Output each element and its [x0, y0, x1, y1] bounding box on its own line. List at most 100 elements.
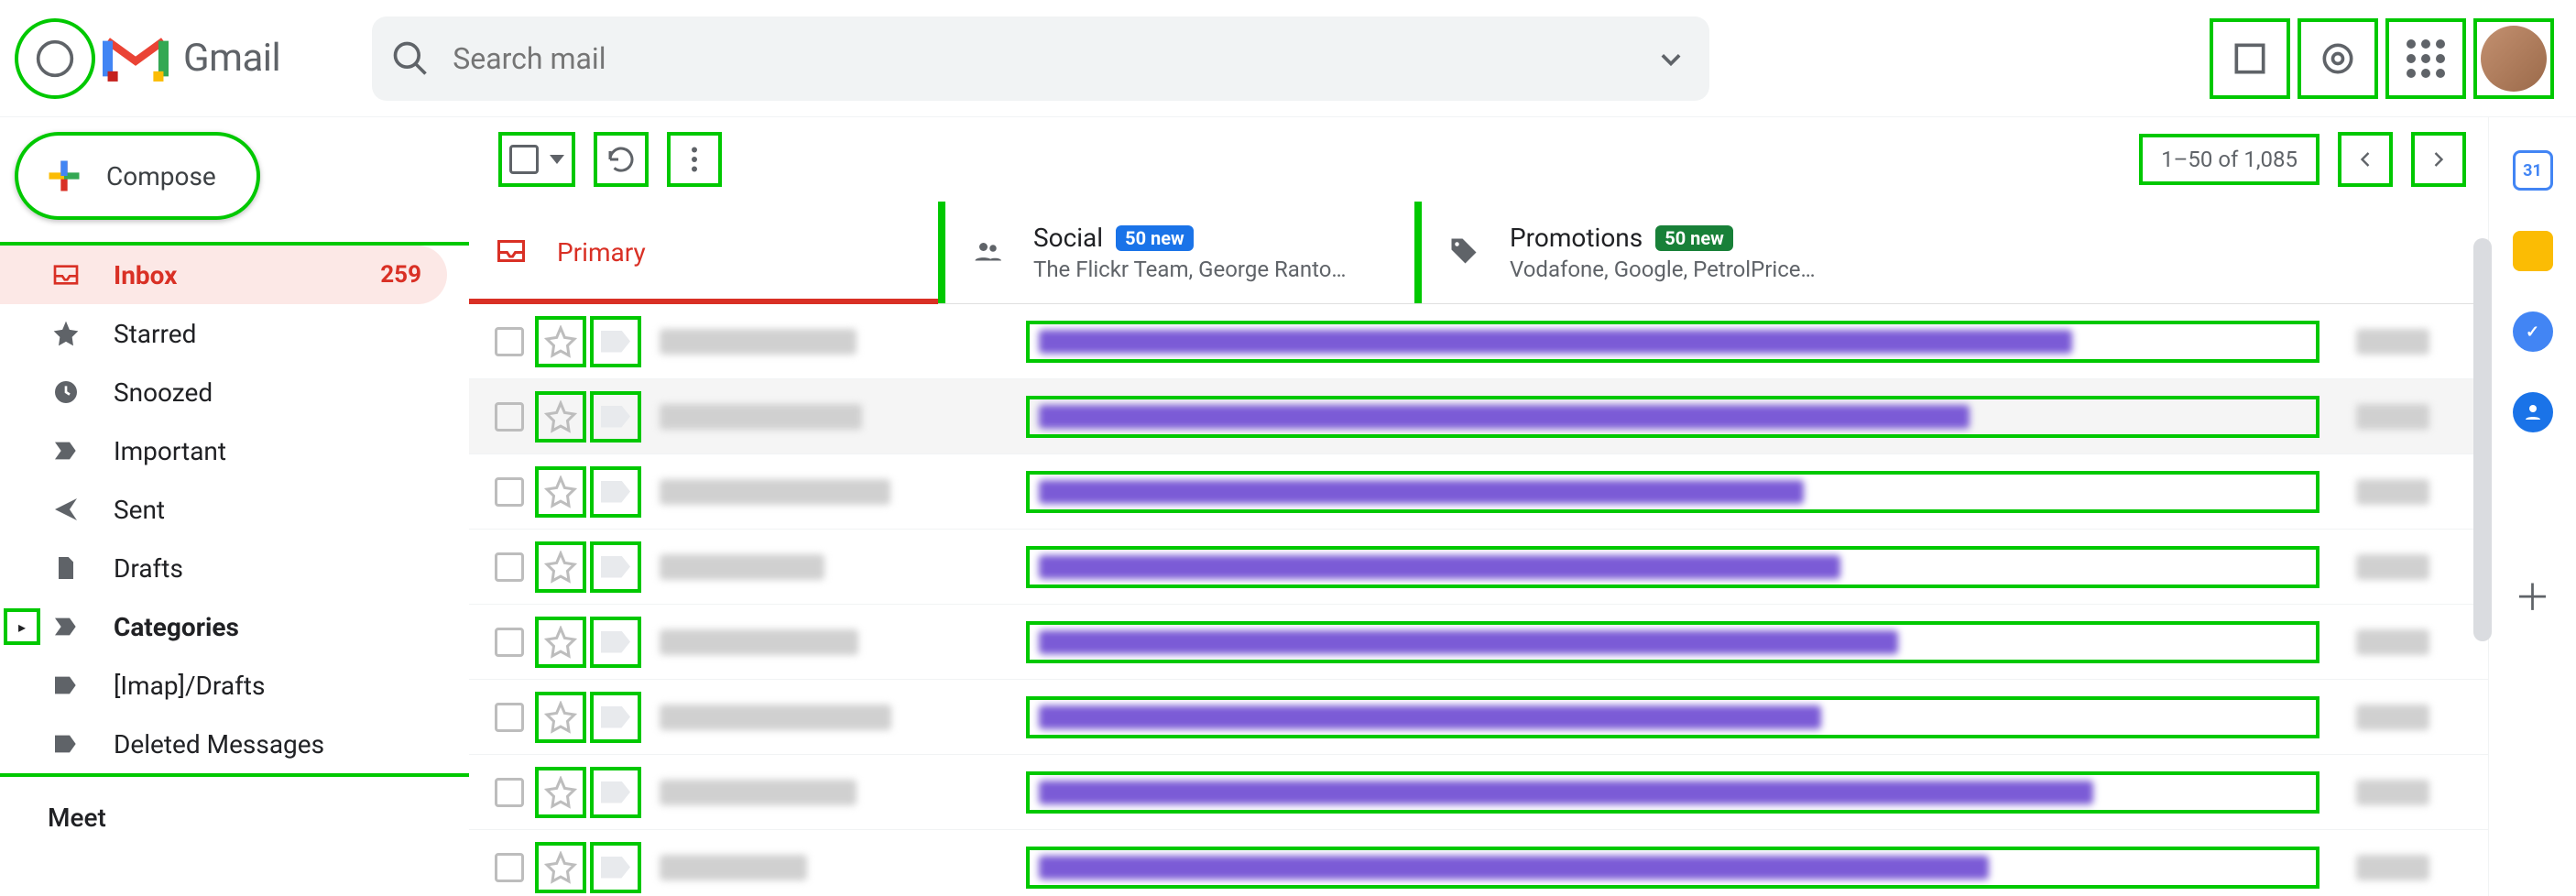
- search-bar[interactable]: [372, 16, 1709, 101]
- row-star-button[interactable]: [535, 466, 586, 518]
- tab-subtitle: Vodafone, Google, PetrolPrice…: [1510, 257, 1816, 282]
- sidebar-item-label: Inbox: [114, 260, 177, 290]
- sidebar-item-snoozed[interactable]: Snoozed: [0, 363, 447, 421]
- select-all-button[interactable]: [498, 132, 575, 187]
- row-importance-button[interactable]: [590, 316, 641, 367]
- categories-expand-icon[interactable]: ▸: [4, 608, 40, 645]
- importance-marker-icon: [601, 781, 630, 803]
- row-checkbox[interactable]: [487, 327, 531, 356]
- tab-social[interactable]: Social50 newThe Flickr Team, George Rant…: [945, 202, 1422, 303]
- refresh-button[interactable]: [594, 132, 649, 187]
- row-importance-button[interactable]: [590, 617, 641, 668]
- row-sender: [660, 629, 989, 655]
- tab-promotions[interactable]: Promotions50 newVodafone, Google, Petrol…: [1422, 202, 2488, 303]
- row-subject: [1026, 396, 2319, 438]
- row-star-button[interactable]: [535, 692, 586, 743]
- row-sender: [660, 404, 989, 430]
- row-date: [2356, 855, 2466, 880]
- row-date: [2356, 479, 2466, 505]
- importance-marker-icon: [601, 706, 630, 728]
- select-all-caret-icon[interactable]: [550, 155, 564, 164]
- mail-row[interactable]: [469, 755, 2488, 830]
- row-subject: [1026, 847, 2319, 889]
- account-button[interactable]: [2473, 18, 2554, 99]
- scrollbar[interactable]: [2473, 238, 2492, 641]
- tab-badge: 50 new: [1655, 225, 1733, 251]
- tag-icon: [1447, 235, 1484, 271]
- add-app-button[interactable]: ＋: [2515, 568, 2551, 621]
- row-importance-button[interactable]: [590, 767, 641, 818]
- sidebar-item-label: Categories: [114, 612, 239, 642]
- people-icon: [971, 235, 1008, 271]
- row-subject: [1026, 696, 2319, 738]
- row-checkbox[interactable]: [487, 703, 531, 732]
- compose-plus-icon: [44, 156, 84, 196]
- sidebar-item-label: Snoozed: [114, 377, 213, 408]
- page-prev-button[interactable]: [2338, 132, 2393, 187]
- row-checkbox[interactable]: [487, 552, 531, 582]
- page-next-button[interactable]: [2411, 132, 2466, 187]
- settings-button[interactable]: [2298, 18, 2378, 99]
- keep-app-icon[interactable]: [2513, 231, 2553, 271]
- tab-title: Social: [1033, 223, 1103, 253]
- row-star-button[interactable]: [535, 391, 586, 443]
- row-checkbox[interactable]: [487, 402, 531, 432]
- support-button[interactable]: [2210, 18, 2290, 99]
- row-checkbox[interactable]: [487, 477, 531, 507]
- sidebar-item-deleted[interactable]: Deleted Messages: [0, 715, 447, 773]
- calendar-app-icon[interactable]: 31: [2513, 150, 2553, 191]
- pagination-info: 1–50 of 1,085: [2139, 134, 2319, 185]
- label-icon: [48, 729, 84, 759]
- mail-row[interactable]: [469, 680, 2488, 755]
- tasks-app-icon[interactable]: ✓: [2513, 311, 2553, 352]
- mail-row[interactable]: [469, 830, 2488, 896]
- row-star-button[interactable]: [535, 541, 586, 593]
- mail-row[interactable]: [469, 530, 2488, 605]
- row-importance-button[interactable]: [590, 541, 641, 593]
- row-checkbox[interactable]: [487, 853, 531, 882]
- sidebar-item-inbox[interactable]: Inbox 259: [0, 246, 447, 304]
- row-star-button[interactable]: [535, 842, 586, 893]
- contacts-app-icon[interactable]: [2513, 392, 2553, 432]
- row-checkbox[interactable]: [487, 628, 531, 657]
- search-options-icon[interactable]: [1651, 38, 1691, 79]
- mail-row[interactable]: [469, 454, 2488, 530]
- row-subject: [1026, 546, 2319, 588]
- row-importance-button[interactable]: [590, 692, 641, 743]
- row-subject: [1026, 771, 2319, 814]
- row-sender: [660, 705, 989, 730]
- search-icon: [390, 38, 431, 79]
- google-apps-button[interactable]: [2385, 18, 2466, 99]
- gmail-logo[interactable]: Gmail: [103, 33, 280, 84]
- row-sender: [660, 479, 989, 505]
- tab-title: Primary: [557, 237, 646, 268]
- compose-button[interactable]: Compose: [15, 132, 260, 220]
- main-menu-button[interactable]: [15, 18, 95, 99]
- mail-row[interactable]: [469, 379, 2488, 454]
- sidebar-item-drafts[interactable]: Drafts: [0, 539, 447, 597]
- clock-icon: [48, 377, 84, 407]
- row-date: [2356, 780, 2466, 805]
- row-star-button[interactable]: [535, 617, 586, 668]
- row-date: [2356, 404, 2466, 430]
- sidebar-item-starred[interactable]: Starred: [0, 304, 447, 363]
- mail-row[interactable]: [469, 605, 2488, 680]
- sidebar-item-categories[interactable]: ▸ Categories: [0, 597, 447, 656]
- mail-row[interactable]: [469, 304, 2488, 379]
- sidebar-item-imap_drafts[interactable]: [Imap]/Drafts: [0, 656, 447, 715]
- search-input[interactable]: [453, 41, 1651, 76]
- row-importance-button[interactable]: [590, 466, 641, 518]
- sidebar-item-important[interactable]: Important: [0, 421, 447, 480]
- row-checkbox[interactable]: [487, 778, 531, 807]
- tab-primary[interactable]: Primary: [469, 202, 945, 303]
- sidebar-item-sent[interactable]: Sent: [0, 480, 447, 539]
- row-importance-button[interactable]: [590, 842, 641, 893]
- row-date: [2356, 329, 2466, 355]
- select-all-checkbox[interactable]: [509, 145, 539, 174]
- row-star-button[interactable]: [535, 767, 586, 818]
- sidebar-item-count: 259: [380, 261, 421, 289]
- row-importance-button[interactable]: [590, 391, 641, 443]
- row-star-button[interactable]: [535, 316, 586, 367]
- row-date: [2356, 554, 2466, 580]
- more-button[interactable]: [667, 132, 722, 187]
